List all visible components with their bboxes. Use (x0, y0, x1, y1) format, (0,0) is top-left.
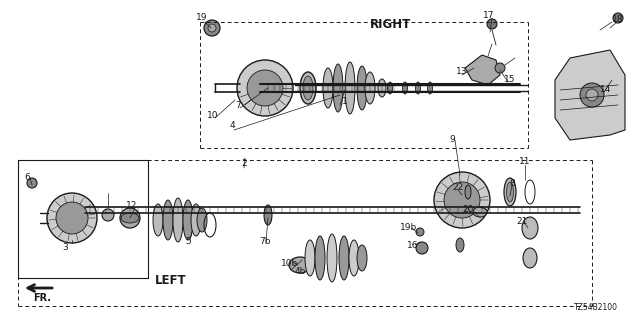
Ellipse shape (345, 62, 355, 114)
Ellipse shape (264, 205, 272, 225)
Ellipse shape (415, 82, 420, 94)
Ellipse shape (183, 200, 193, 240)
Circle shape (204, 20, 220, 36)
Text: RIGHT: RIGHT (370, 19, 412, 31)
Ellipse shape (191, 204, 201, 236)
Polygon shape (465, 55, 500, 85)
Ellipse shape (456, 238, 464, 252)
Circle shape (495, 63, 505, 73)
Text: 12: 12 (126, 202, 138, 211)
Text: 2: 2 (241, 158, 247, 167)
Text: 1: 1 (342, 98, 348, 107)
Circle shape (208, 24, 216, 32)
Ellipse shape (465, 185, 471, 199)
Text: 10: 10 (207, 111, 219, 121)
Circle shape (102, 209, 114, 221)
Text: 17: 17 (483, 11, 495, 20)
Text: 16: 16 (407, 241, 419, 250)
Circle shape (613, 13, 623, 23)
Text: 19b: 19b (401, 223, 418, 233)
Circle shape (416, 242, 428, 254)
Circle shape (434, 172, 490, 228)
Ellipse shape (300, 72, 316, 104)
Text: LEFT: LEFT (155, 274, 187, 286)
Ellipse shape (289, 257, 311, 273)
Circle shape (487, 19, 497, 29)
Text: 4: 4 (229, 122, 235, 131)
Text: 9: 9 (449, 135, 455, 145)
Ellipse shape (163, 200, 173, 240)
Ellipse shape (305, 240, 315, 276)
Text: 7b: 7b (259, 237, 271, 246)
Ellipse shape (523, 248, 537, 268)
Circle shape (586, 89, 598, 101)
Text: 4b: 4b (294, 268, 306, 276)
Text: 20: 20 (462, 205, 474, 214)
Text: 14: 14 (600, 85, 612, 94)
Ellipse shape (349, 240, 359, 276)
Ellipse shape (387, 82, 392, 94)
Text: 8: 8 (509, 179, 515, 188)
Text: FR.: FR. (33, 293, 51, 303)
Ellipse shape (173, 198, 183, 242)
Text: 6: 6 (24, 173, 30, 182)
Text: 11: 11 (519, 157, 531, 166)
Polygon shape (555, 50, 625, 140)
Ellipse shape (504, 178, 516, 206)
Text: TZ54B2100: TZ54B2100 (574, 303, 618, 312)
Ellipse shape (333, 64, 343, 112)
Ellipse shape (153, 204, 163, 236)
Ellipse shape (121, 213, 139, 223)
Ellipse shape (473, 207, 487, 217)
Ellipse shape (303, 76, 313, 100)
Text: 10b: 10b (282, 259, 299, 268)
Circle shape (47, 193, 97, 243)
Text: 19: 19 (196, 13, 208, 22)
Circle shape (56, 202, 88, 234)
Circle shape (247, 70, 283, 106)
Text: 22: 22 (452, 183, 463, 193)
Ellipse shape (327, 234, 337, 282)
Circle shape (120, 208, 140, 228)
Ellipse shape (365, 72, 375, 104)
Circle shape (580, 83, 604, 107)
Text: 5: 5 (185, 237, 191, 246)
Text: 18: 18 (612, 15, 624, 25)
Ellipse shape (339, 236, 349, 280)
Text: 15: 15 (504, 76, 516, 84)
Circle shape (237, 60, 293, 116)
Ellipse shape (378, 79, 386, 97)
Ellipse shape (403, 82, 408, 94)
Ellipse shape (428, 82, 433, 94)
Ellipse shape (357, 66, 367, 110)
Ellipse shape (315, 236, 325, 280)
Ellipse shape (522, 217, 538, 239)
Circle shape (444, 182, 480, 218)
Text: 7: 7 (235, 101, 241, 110)
Text: 3: 3 (62, 244, 68, 252)
Ellipse shape (357, 245, 367, 271)
Circle shape (416, 228, 424, 236)
Ellipse shape (197, 208, 207, 232)
Ellipse shape (506, 182, 513, 202)
Text: 13: 13 (456, 68, 468, 76)
Text: 21: 21 (516, 218, 528, 227)
Circle shape (27, 178, 37, 188)
Ellipse shape (323, 68, 333, 108)
